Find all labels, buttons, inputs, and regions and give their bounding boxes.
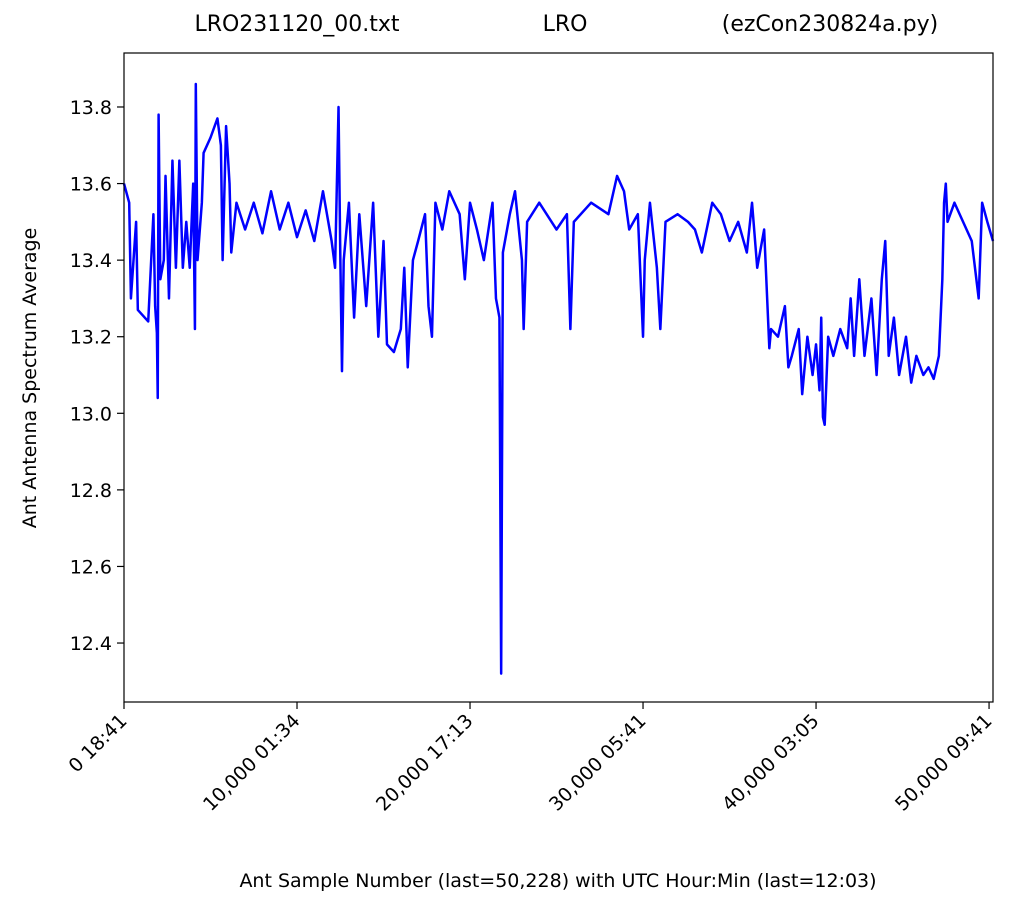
- chart-title-program: (ezCon230824a.py): [722, 12, 938, 37]
- data-line: [122, 82, 995, 675]
- y-tick-label: 13.6: [70, 174, 112, 196]
- y-tick-label: 12.6: [70, 556, 112, 578]
- chart-title-file: LRO231120_00.txt: [194, 12, 399, 37]
- y-tick-label: 13.2: [70, 327, 112, 349]
- y-tick-label: 13.0: [70, 403, 112, 425]
- plot-frame: [123, 52, 994, 703]
- y-axis-label: Ant Antenna Spectrum Average: [19, 228, 41, 529]
- chart-title-site: LRO: [543, 12, 588, 37]
- x-tick-label: 30,000 05:41: [545, 710, 651, 816]
- x-tick-label: 10,000 01:34: [199, 710, 305, 816]
- x-tick-label: 50,000 09:41: [891, 710, 997, 816]
- x-tick-label: 20,000 17:13: [372, 710, 478, 816]
- y-tick-label: 12.8: [70, 480, 112, 502]
- y-tick-label: 13.8: [70, 97, 112, 119]
- x-tick-label: 0 18:41: [64, 710, 131, 777]
- x-axis-label: Ant Sample Number (last=50,228) with UTC…: [239, 870, 876, 892]
- y-tick-label: 13.4: [70, 250, 112, 272]
- x-tick-label: 40,000 03:05: [718, 710, 824, 816]
- y-tick-label: 12.4: [70, 633, 112, 655]
